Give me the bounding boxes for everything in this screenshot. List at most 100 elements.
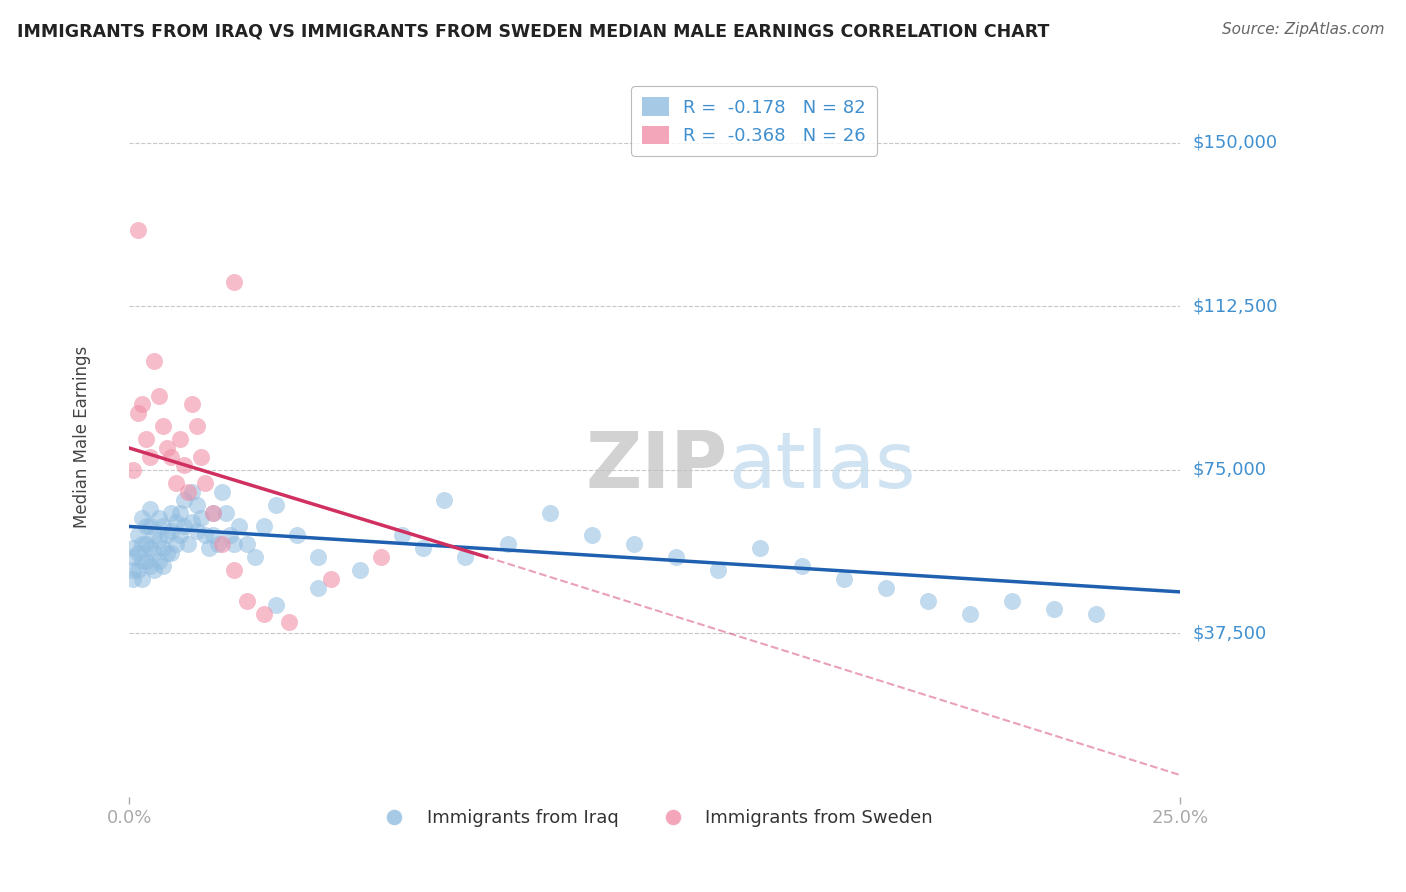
Point — [186, 498, 208, 512]
Point — [202, 507, 225, 521]
Point — [135, 554, 157, 568]
Point — [224, 276, 246, 290]
Point — [454, 549, 477, 564]
Point — [127, 546, 149, 560]
Point — [135, 519, 157, 533]
Text: $112,500: $112,500 — [1192, 297, 1278, 315]
Point — [122, 549, 145, 564]
Text: atlas: atlas — [728, 428, 915, 504]
Point — [143, 546, 166, 560]
Text: Source: ZipAtlas.com: Source: ZipAtlas.com — [1222, 22, 1385, 37]
Point — [1043, 602, 1066, 616]
Point — [190, 510, 212, 524]
Point — [152, 519, 174, 533]
Point — [160, 524, 183, 538]
Point — [143, 354, 166, 368]
Point — [148, 554, 170, 568]
Point — [160, 546, 183, 560]
Point — [1084, 607, 1107, 621]
Point — [160, 450, 183, 464]
Point — [139, 541, 162, 556]
Point — [173, 493, 195, 508]
Point — [122, 563, 145, 577]
Point — [194, 528, 217, 542]
Point — [177, 484, 200, 499]
Point — [1001, 593, 1024, 607]
Point — [319, 572, 342, 586]
Point — [131, 537, 153, 551]
Point — [623, 537, 645, 551]
Point — [253, 607, 276, 621]
Point — [169, 528, 191, 542]
Point — [215, 507, 238, 521]
Point — [412, 541, 434, 556]
Point — [165, 475, 187, 490]
Point — [391, 528, 413, 542]
Point — [156, 528, 179, 542]
Point — [131, 572, 153, 586]
Point — [266, 598, 288, 612]
Point — [139, 558, 162, 573]
Point — [139, 519, 162, 533]
Point — [122, 572, 145, 586]
Point — [148, 533, 170, 547]
Point — [152, 558, 174, 573]
Point — [177, 537, 200, 551]
Point — [127, 406, 149, 420]
Point — [139, 502, 162, 516]
Point — [538, 507, 561, 521]
Point — [433, 493, 456, 508]
Point — [349, 563, 371, 577]
Text: $150,000: $150,000 — [1192, 134, 1278, 152]
Point — [152, 419, 174, 434]
Point — [706, 563, 728, 577]
Point — [165, 537, 187, 551]
Point — [307, 549, 329, 564]
Point — [190, 450, 212, 464]
Point — [198, 541, 221, 556]
Point — [186, 524, 208, 538]
Point — [131, 510, 153, 524]
Point — [236, 537, 259, 551]
Text: $37,500: $37,500 — [1192, 624, 1267, 642]
Point — [127, 223, 149, 237]
Point — [287, 528, 309, 542]
Point — [236, 593, 259, 607]
Point — [875, 581, 897, 595]
Point — [139, 450, 162, 464]
Point — [156, 546, 179, 560]
Text: $75,000: $75,000 — [1192, 461, 1267, 479]
Point — [127, 528, 149, 542]
Point — [131, 554, 153, 568]
Legend: Immigrants from Iraq, Immigrants from Sweden: Immigrants from Iraq, Immigrants from Sw… — [370, 802, 941, 835]
Point — [160, 507, 183, 521]
Point — [135, 432, 157, 446]
Point — [143, 563, 166, 577]
Point — [581, 528, 603, 542]
Point — [207, 537, 229, 551]
Point — [165, 515, 187, 529]
Point — [173, 519, 195, 533]
Point — [370, 549, 392, 564]
Point — [152, 541, 174, 556]
Point — [228, 519, 250, 533]
Point — [253, 519, 276, 533]
Point — [245, 549, 267, 564]
Point — [194, 475, 217, 490]
Point — [181, 515, 204, 529]
Text: Median Male Earnings: Median Male Earnings — [73, 346, 91, 528]
Point — [219, 528, 242, 542]
Point — [122, 463, 145, 477]
Point — [148, 510, 170, 524]
Point — [959, 607, 981, 621]
Point — [832, 572, 855, 586]
Point — [211, 537, 233, 551]
Point — [266, 498, 288, 512]
Point — [148, 389, 170, 403]
Point — [131, 397, 153, 411]
Text: ZIP: ZIP — [586, 428, 728, 504]
Point — [917, 593, 939, 607]
Point — [169, 507, 191, 521]
Point — [790, 558, 813, 573]
Point — [156, 441, 179, 455]
